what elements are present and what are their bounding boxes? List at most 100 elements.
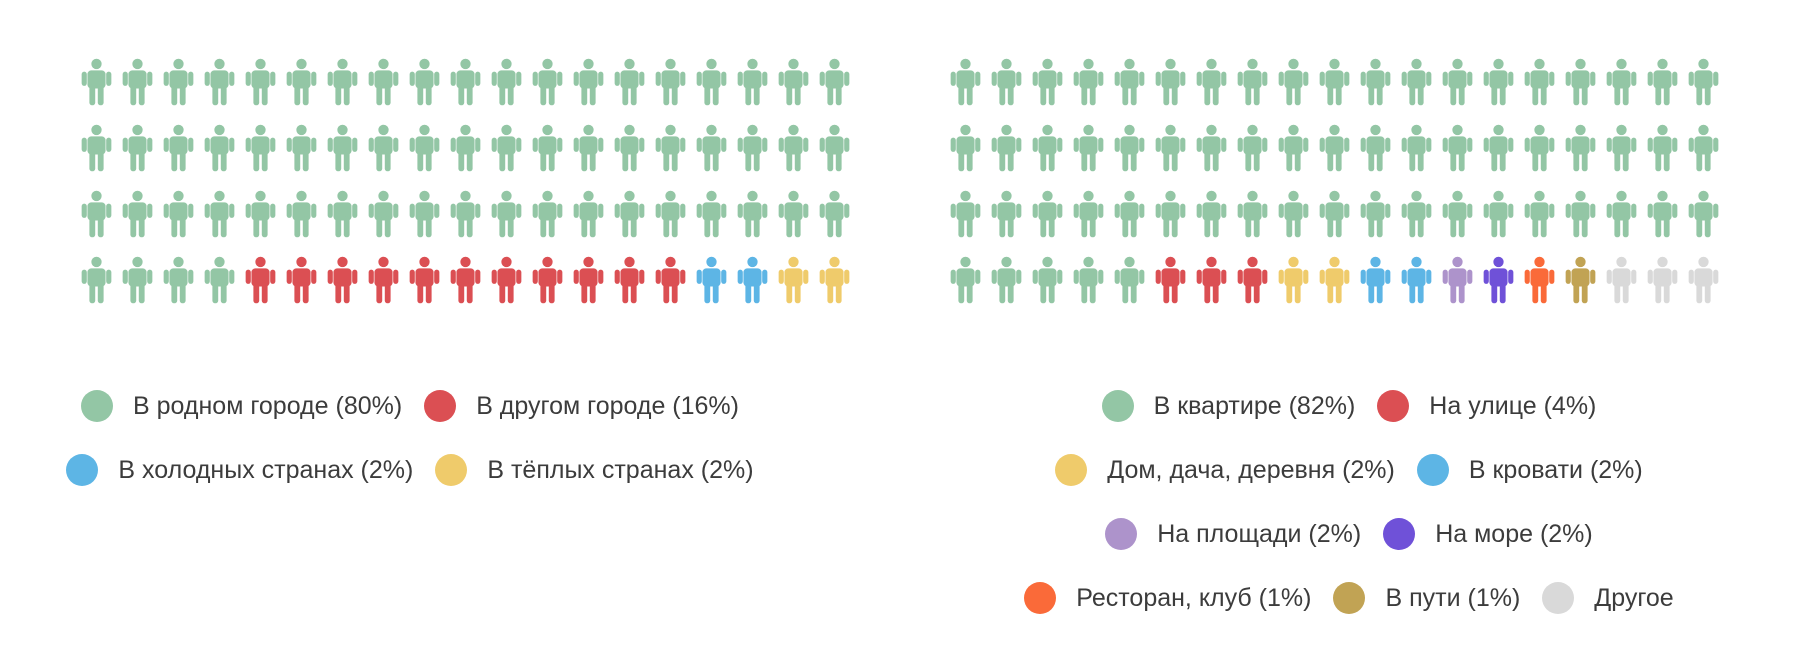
legend-label: В родном городе (80%): [133, 391, 403, 420]
person-icon: [655, 190, 686, 238]
person-icon: [1360, 190, 1391, 238]
pictogram-grid: [81, 58, 850, 304]
person-icon: [1319, 256, 1350, 304]
person-icon: [1155, 256, 1186, 304]
legend: В родном городе (80%) В другом городе (16…: [40, 390, 780, 486]
chart-left: В родном городе (80%) В другом городе (16…: [40, 58, 850, 486]
person-icon: [696, 190, 727, 238]
person-icon: [655, 256, 686, 304]
person-icon: [950, 58, 981, 106]
person-icon: [1278, 190, 1309, 238]
person-icon: [163, 58, 194, 106]
person-icon: [573, 256, 604, 304]
person-icon: [1688, 256, 1719, 304]
person-icon: [1524, 58, 1555, 106]
person-icon: [1319, 58, 1350, 106]
legend-swatch: [1101, 390, 1134, 422]
person-icon: [1032, 256, 1063, 304]
person-icon: [122, 124, 153, 172]
person-icon: [1524, 256, 1555, 304]
person-icon: [1565, 190, 1596, 238]
person-icon: [286, 190, 317, 238]
person-icon: [1196, 124, 1227, 172]
person-icon: [204, 190, 235, 238]
person-icon: [1114, 124, 1145, 172]
person-icon: [1278, 58, 1309, 106]
person-icon: [491, 58, 522, 106]
person-icon: [1073, 256, 1104, 304]
legend-row: Ресторан, клуб (1%) В пути (1%) Другое: [1024, 582, 1674, 614]
legend-item: В квартире (82%): [1101, 390, 1355, 422]
person-icon: [327, 124, 358, 172]
person-icon: [1565, 58, 1596, 106]
person-icon: [1442, 124, 1473, 172]
person-icon: [819, 58, 850, 106]
legend-label: В холодных странах (2%): [118, 455, 414, 484]
person-icon: [1196, 190, 1227, 238]
person-icon: [1196, 58, 1227, 106]
legend-item: В пути (1%): [1333, 582, 1520, 614]
person-icon: [1483, 256, 1514, 304]
person-icon: [122, 190, 153, 238]
person-icon: [1565, 124, 1596, 172]
legend-label: В тёплых странах (2%): [487, 455, 754, 484]
person-icon: [286, 124, 317, 172]
person-icon: [286, 256, 317, 304]
legend-item: В родном городе (80%): [81, 390, 402, 422]
person-icon: [1032, 190, 1063, 238]
legend-swatch: [435, 454, 468, 486]
person-icon: [1606, 58, 1637, 106]
person-icon: [573, 58, 604, 106]
person-icon: [1114, 256, 1145, 304]
person-icon: [1483, 124, 1514, 172]
legend-item: В кровати (2%): [1416, 454, 1643, 486]
legend-label: На улице (4%): [1429, 391, 1597, 420]
legend-label: Дом, дача, деревня (2%): [1107, 455, 1395, 484]
person-icon: [696, 256, 727, 304]
person-icon: [737, 256, 768, 304]
legend-swatch: [1416, 454, 1449, 486]
person-icon: [327, 58, 358, 106]
person-icon: [1237, 58, 1268, 106]
person-icon: [81, 58, 112, 106]
person-icon: [163, 190, 194, 238]
person-icon: [737, 124, 768, 172]
person-icon: [1565, 256, 1596, 304]
legend-swatch: [1383, 518, 1416, 550]
legend-swatch: [66, 454, 99, 486]
person-icon: [1360, 124, 1391, 172]
person-icon: [163, 124, 194, 172]
person-icon: [204, 256, 235, 304]
person-icon: [614, 58, 645, 106]
person-icon: [1688, 190, 1719, 238]
person-icon: [1073, 124, 1104, 172]
person-icon: [1114, 58, 1145, 106]
person-icon: [1278, 124, 1309, 172]
person-icon: [1278, 256, 1309, 304]
person-icon: [532, 190, 563, 238]
legend-label: Ресторан, клуб (1%): [1076, 583, 1312, 612]
legend-swatch: [1105, 518, 1138, 550]
legend-swatch: [1542, 582, 1575, 614]
person-icon: [991, 58, 1022, 106]
legend-swatch: [1024, 582, 1057, 614]
person-icon: [1442, 58, 1473, 106]
person-icon: [737, 190, 768, 238]
legend-item: Дом, дача, деревня (2%): [1055, 454, 1395, 486]
person-icon: [409, 124, 440, 172]
legend-item: В другом городе (16%): [424, 390, 739, 422]
person-icon: [696, 58, 727, 106]
person-icon: [245, 124, 276, 172]
person-icon: [532, 256, 563, 304]
person-icon: [1524, 124, 1555, 172]
person-icon: [409, 58, 440, 106]
person-icon: [1114, 190, 1145, 238]
person-icon: [1237, 124, 1268, 172]
person-icon: [409, 256, 440, 304]
person-icon: [1237, 256, 1268, 304]
person-icon: [450, 256, 481, 304]
legend-row: Дом, дача, деревня (2%) В кровати (2%): [1055, 454, 1643, 486]
person-icon: [409, 190, 440, 238]
legend-item: В холодных странах (2%): [66, 454, 413, 486]
person-icon: [950, 256, 981, 304]
